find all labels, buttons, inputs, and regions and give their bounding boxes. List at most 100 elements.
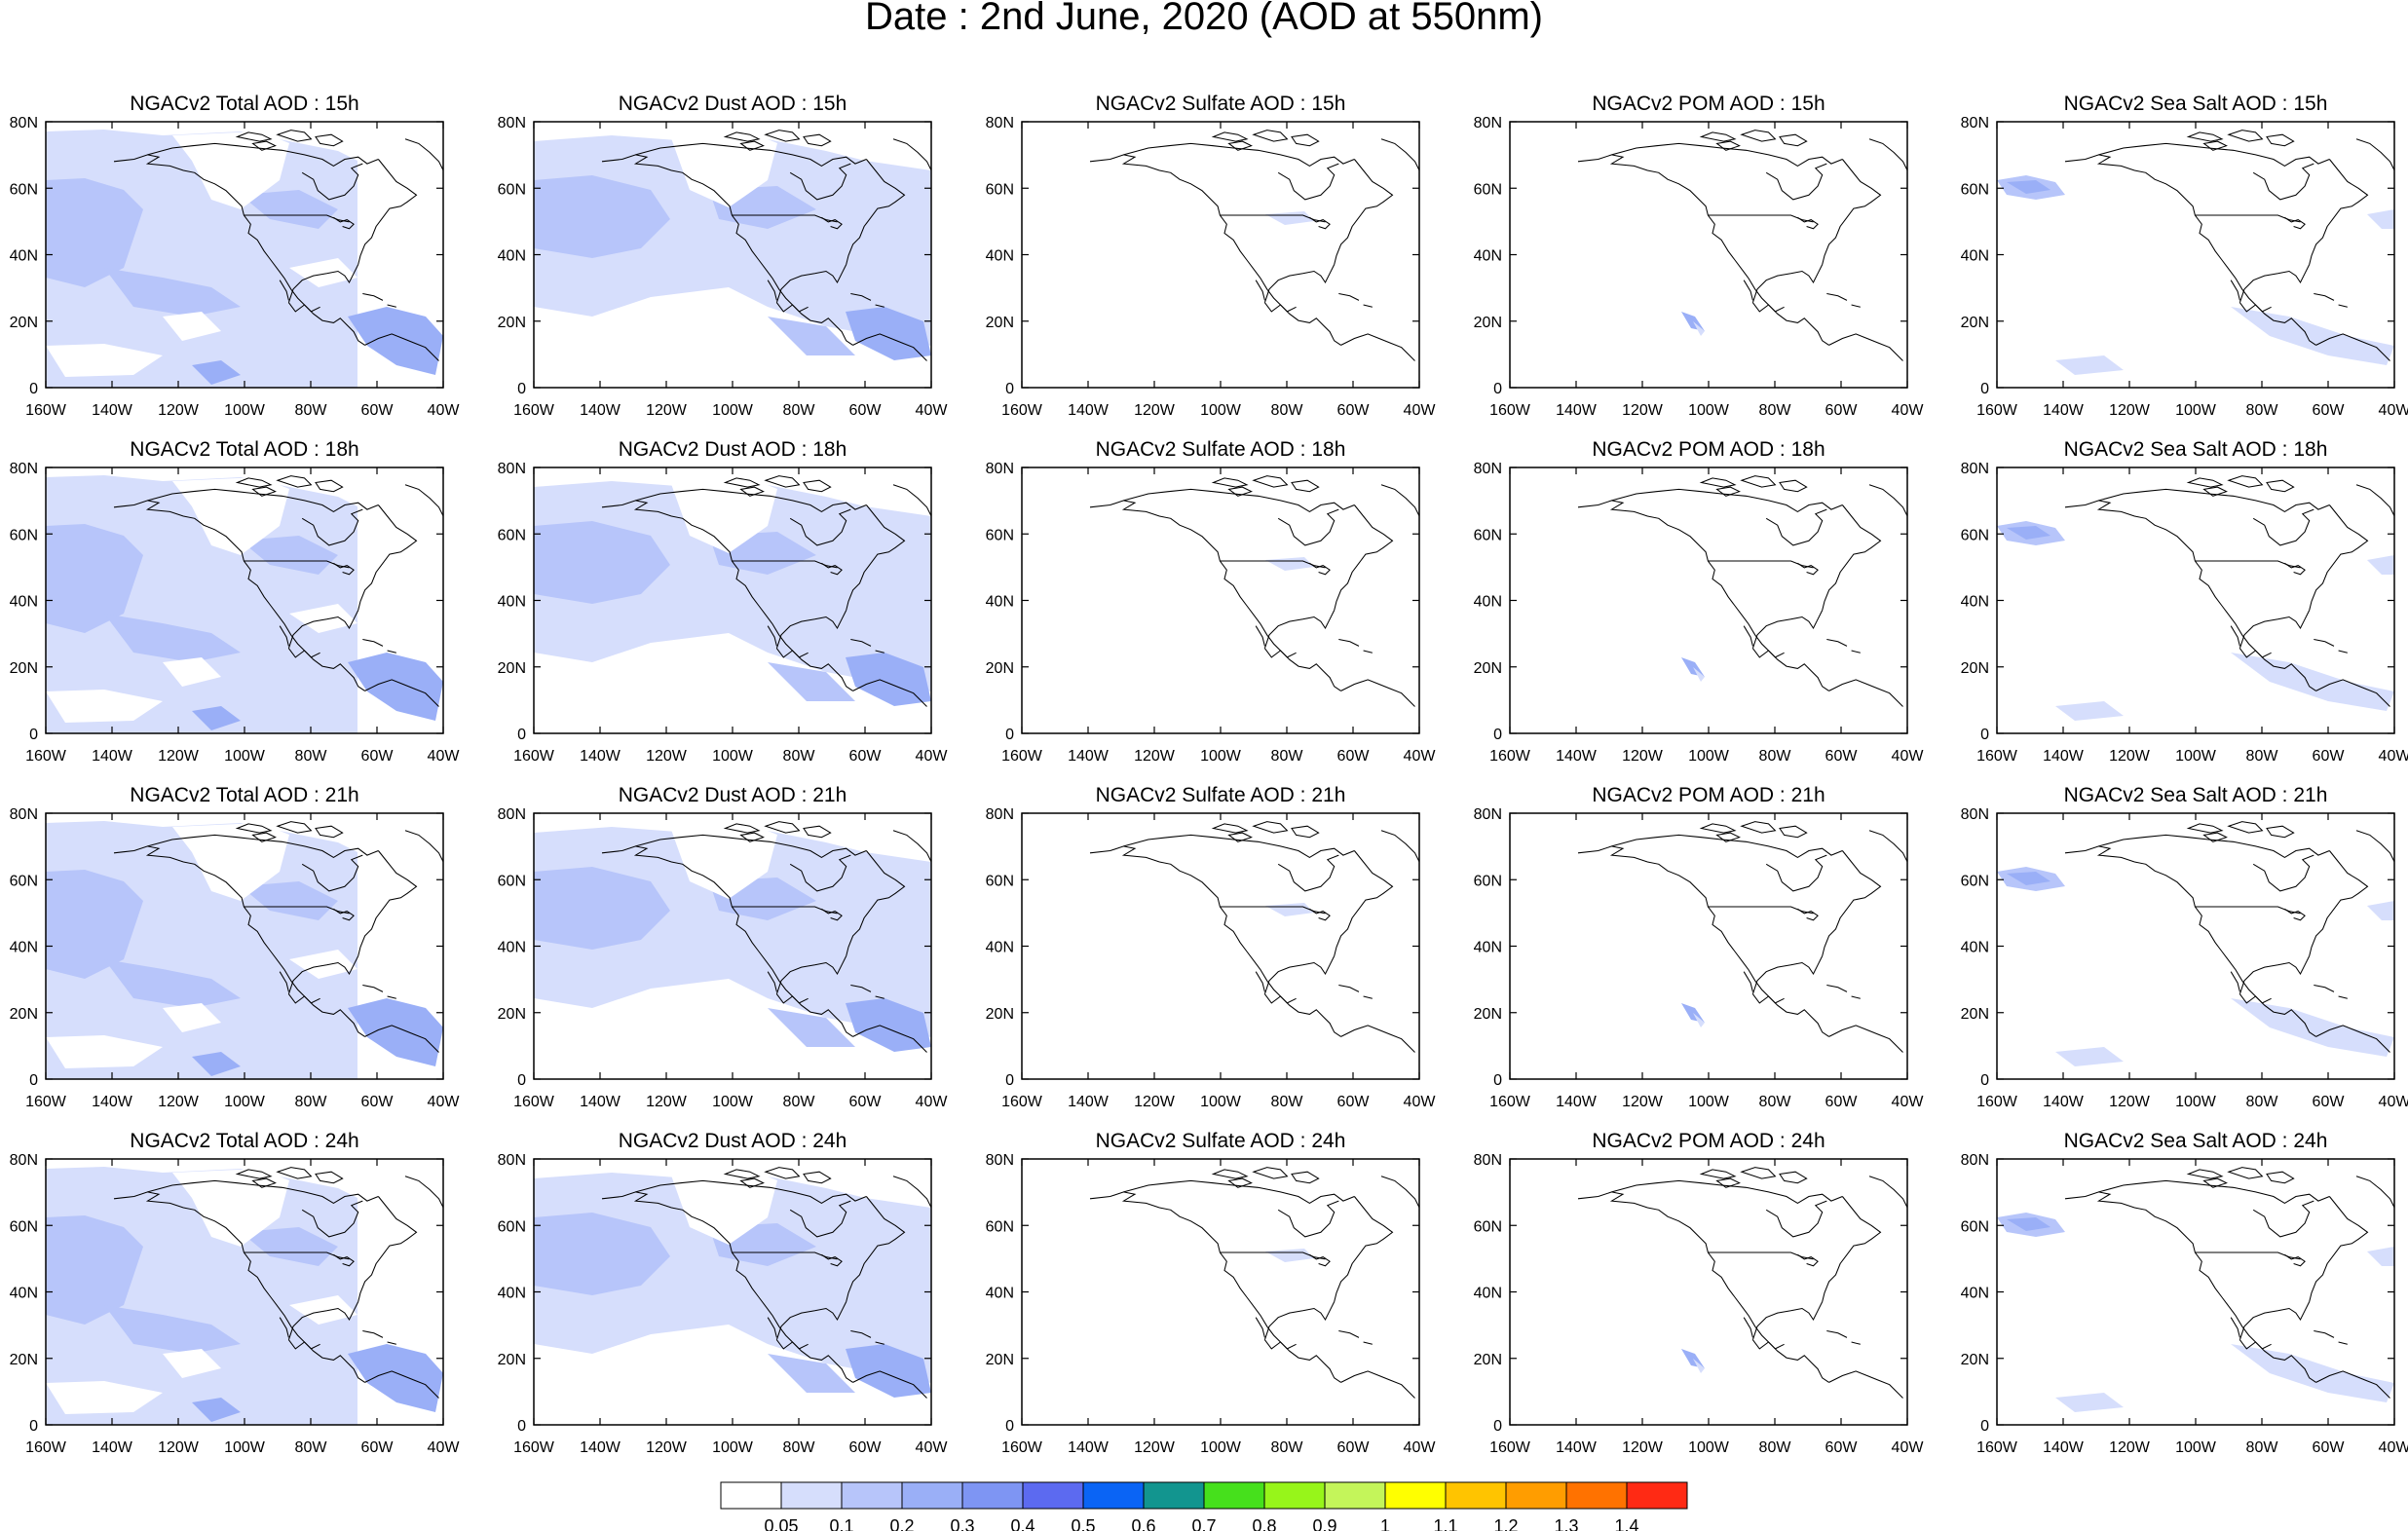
panel-title: NGACv2 Total AOD : 21h	[130, 784, 358, 806]
lat-tick-label: 40N	[498, 594, 526, 611]
aod-shading	[104, 959, 241, 1008]
lat-tick-label: 0	[1980, 727, 1989, 743]
lon-tick-label: 160W	[1976, 748, 2018, 765]
lon-tick-label: 40W	[1892, 1094, 1925, 1110]
lon-tick-label: 60W	[2313, 402, 2346, 419]
lon-tick-label: 120W	[1134, 1439, 1176, 1456]
colorbar-box	[720, 1481, 782, 1510]
lon-tick-label: 80W	[1271, 748, 1304, 765]
aod-shading	[768, 1008, 855, 1047]
panel-title: NGACv2 Sulfate AOD : 21h	[1096, 784, 1346, 806]
lon-tick-label: 100W	[2175, 1094, 2217, 1110]
lon-tick-label: 160W	[1489, 1439, 1531, 1456]
aod-shading	[163, 657, 221, 687]
lat-tick-label: 40N	[1474, 1286, 1502, 1302]
aod-shading	[2231, 1344, 2394, 1402]
aod-shading	[2231, 653, 2394, 711]
panel-title: NGACv2 Total AOD : 18h	[130, 438, 358, 461]
lat-tick-label: 20N	[1961, 660, 1989, 677]
map-background	[1022, 1159, 1419, 1425]
lon-tick-label: 80W	[2246, 1094, 2279, 1110]
lon-tick-label: 120W	[158, 402, 200, 419]
panel-title: NGACv2 POM AOD : 18h	[1592, 438, 1825, 461]
lat-tick-label: 60N	[1474, 527, 1502, 543]
aod-shading	[768, 1354, 855, 1393]
lat-tick-label: 60N	[1474, 873, 1502, 889]
lat-tick-label: 60N	[1474, 181, 1502, 198]
lon-tick-label: 160W	[25, 402, 67, 419]
aod-shading	[846, 653, 931, 706]
aod-shading	[192, 706, 241, 730]
lat-tick-label: 60N	[498, 1218, 526, 1235]
lat-tick-label: 0	[1980, 381, 1989, 397]
lon-tick-label: 60W	[1337, 402, 1371, 419]
aod-shading	[2055, 1393, 2124, 1412]
colorbar-box	[1565, 1481, 1628, 1510]
lon-tick-label: 40W	[1892, 748, 1925, 765]
map-panel: NGACv2 Total AOD : 21h 160W 140W 120W 100W 80…	[10, 784, 461, 1110]
lat-tick-label: 80N	[498, 1152, 526, 1169]
lon-tick-label: 120W	[646, 402, 688, 419]
lon-tick-label: 140W	[1068, 1094, 1110, 1110]
lat-tick-label: 0	[517, 1072, 526, 1089]
colorbar-label: 0.1	[829, 1516, 853, 1531]
aod-shading	[348, 998, 443, 1066]
colorbar-label: 0.05	[764, 1516, 798, 1531]
lon-tick-label: 80W	[1271, 1094, 1304, 1110]
aod-shading	[2231, 998, 2394, 1057]
lon-tick-label: 60W	[849, 1094, 883, 1110]
panel-title: NGACv2 Sea Salt AOD : 21h	[2064, 784, 2328, 806]
lon-tick-label: 60W	[1825, 1439, 1859, 1456]
lat-tick-label: 0	[1005, 381, 1014, 397]
lat-tick-label: 80N	[10, 115, 38, 131]
lon-tick-label: 100W	[2175, 402, 2217, 419]
map-background	[1510, 122, 1907, 388]
lat-tick-label: 60N	[986, 1218, 1014, 1235]
colorbar-label: 0.8	[1252, 1516, 1276, 1531]
lon-tick-label: 80W	[2246, 402, 2279, 419]
panel-grid: NGACv2 Total AOD : 15h 160W 140W 120W 100W 80…	[10, 93, 2408, 1456]
aod-shading	[46, 1035, 163, 1068]
map-panel: NGACv2 Sea Salt AOD : 15h 160W 140W 120W 100…	[1961, 93, 2408, 419]
panel-title: NGACv2 Total AOD : 24h	[130, 1130, 358, 1152]
lon-tick-label: 60W	[1337, 1439, 1371, 1456]
lon-tick-label: 60W	[2313, 1439, 2346, 1456]
lon-tick-label: 100W	[224, 402, 266, 419]
aod-shading	[46, 690, 163, 723]
aod-shading	[46, 524, 143, 633]
map-panel: NGACv2 Dust AOD : 21h 160W 140W 120W 100W 80W…	[498, 784, 949, 1110]
lon-tick-label: 40W	[916, 748, 949, 765]
lon-tick-label: 140W	[1068, 748, 1110, 765]
aod-shading	[163, 312, 221, 341]
panel-title: NGACv2 Sea Salt AOD : 15h	[2064, 93, 2328, 115]
lon-tick-label: 140W	[2043, 748, 2085, 765]
lon-tick-label: 60W	[1825, 402, 1859, 419]
map-panel: NGACv2 Dust AOD : 15h 160W 140W 120W 100W 80W…	[498, 93, 949, 419]
lat-tick-label: 80N	[10, 806, 38, 823]
lat-tick-label: 20N	[10, 315, 38, 331]
lon-tick-label: 60W	[361, 748, 395, 765]
lat-tick-label: 80N	[1474, 115, 1502, 131]
lat-tick-label: 0	[29, 1418, 38, 1435]
lat-tick-label: 40N	[986, 940, 1014, 956]
lon-tick-label: 120W	[2109, 1439, 2151, 1456]
panel-title: NGACv2 POM AOD : 21h	[1592, 784, 1825, 806]
lat-tick-label: 40N	[10, 1286, 38, 1302]
lon-tick-label: 100W	[1688, 748, 1730, 765]
lat-tick-label: 40N	[986, 248, 1014, 265]
lon-tick-label: 80W	[1759, 748, 1792, 765]
figure-title: Date : 2nd June, 2020 (AOD at 550nm)	[865, 0, 1543, 38]
lat-tick-label: 20N	[498, 1352, 526, 1368]
aod-shading	[172, 131, 289, 209]
lat-tick-label: 60N	[1961, 1218, 1989, 1235]
colorbar-label: 0.7	[1191, 1516, 1216, 1531]
aod-shading	[241, 190, 338, 229]
lon-tick-label: 40W	[916, 402, 949, 419]
lon-tick-label: 80W	[1271, 402, 1304, 419]
aod-shading	[2055, 1047, 2124, 1066]
lon-tick-label: 100W	[224, 1439, 266, 1456]
lon-tick-label: 120W	[1134, 1094, 1176, 1110]
lat-tick-label: 80N	[986, 1152, 1014, 1169]
lat-tick-label: 80N	[986, 115, 1014, 131]
lat-tick-label: 40N	[10, 248, 38, 265]
